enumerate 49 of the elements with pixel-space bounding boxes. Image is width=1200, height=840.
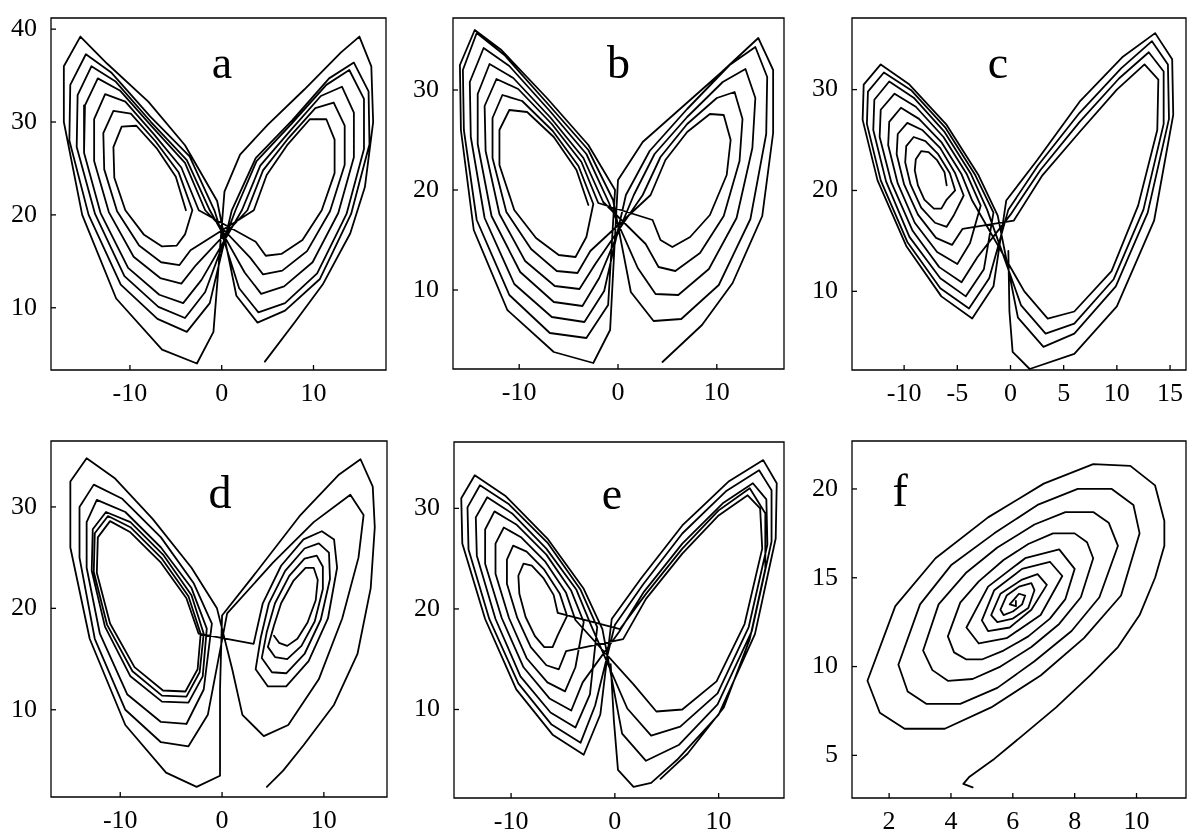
chart-title: b <box>607 37 630 88</box>
y-tick-label: 20 <box>812 174 838 204</box>
y-tick-label: 30 <box>812 73 838 103</box>
y-tick-label: 30 <box>413 73 439 103</box>
x-tick-label: 0 <box>611 377 625 407</box>
y-tick-label: 10 <box>11 693 37 723</box>
y-tick-label: 15 <box>812 561 838 591</box>
x-tick-label: 10 <box>1103 378 1130 408</box>
text: e <box>601 468 623 519</box>
x-tick-label: -5 <box>946 378 969 408</box>
x-tick-label: 10 <box>705 806 732 836</box>
x-tick-label: 0 <box>1003 378 1017 408</box>
x-tick-label: 8 <box>1068 806 1082 836</box>
x-tick-label: 2 <box>882 806 896 836</box>
x-tick-label: 6 <box>1006 806 1020 836</box>
y-tick-label: 10 <box>413 273 439 303</box>
y-tick-label: 20 <box>413 173 439 203</box>
x-tick-label: 10 <box>300 378 327 408</box>
x-tick-label: 10 <box>703 377 730 407</box>
x-tick-label: 10 <box>1123 806 1150 836</box>
y-tick-label: 40 <box>11 12 37 42</box>
text: d <box>208 467 232 518</box>
y-tick-label: 5 <box>825 739 838 769</box>
x-tick-label: 0 <box>215 378 229 408</box>
y-tick-label: 10 <box>812 650 838 680</box>
y-tick-label: 30 <box>11 490 37 520</box>
y-tick-label: 10 <box>414 693 440 723</box>
x-tick-label: -10 <box>886 378 922 408</box>
x-tick-label: 5 <box>1057 378 1071 408</box>
x-tick-label: 15 <box>1157 378 1184 408</box>
x-tick-label: 4 <box>944 806 958 836</box>
chart-title: a <box>211 37 233 88</box>
x-tick-label: -10 <box>493 806 529 836</box>
x-tick-label: -10 <box>102 805 138 835</box>
y-tick-label: 20 <box>414 592 440 622</box>
y-tick-label: 20 <box>11 198 37 228</box>
x-tick-label: 0 <box>215 805 229 835</box>
y-tick-label: 20 <box>812 472 838 502</box>
x-tick-label: -10 <box>501 377 537 407</box>
y-tick-label: 10 <box>11 291 37 321</box>
y-tick-label: 10 <box>812 275 838 305</box>
y-tick-label: 30 <box>11 105 37 135</box>
text: f <box>892 465 909 516</box>
x-tick-label: 0 <box>608 806 622 836</box>
x-tick-label: -10 <box>112 378 148 408</box>
x-tick-label: 10 <box>310 805 337 835</box>
chart-title: c <box>987 37 1009 88</box>
y-tick-label: 30 <box>414 492 440 522</box>
y-tick-label: 20 <box>11 592 37 622</box>
